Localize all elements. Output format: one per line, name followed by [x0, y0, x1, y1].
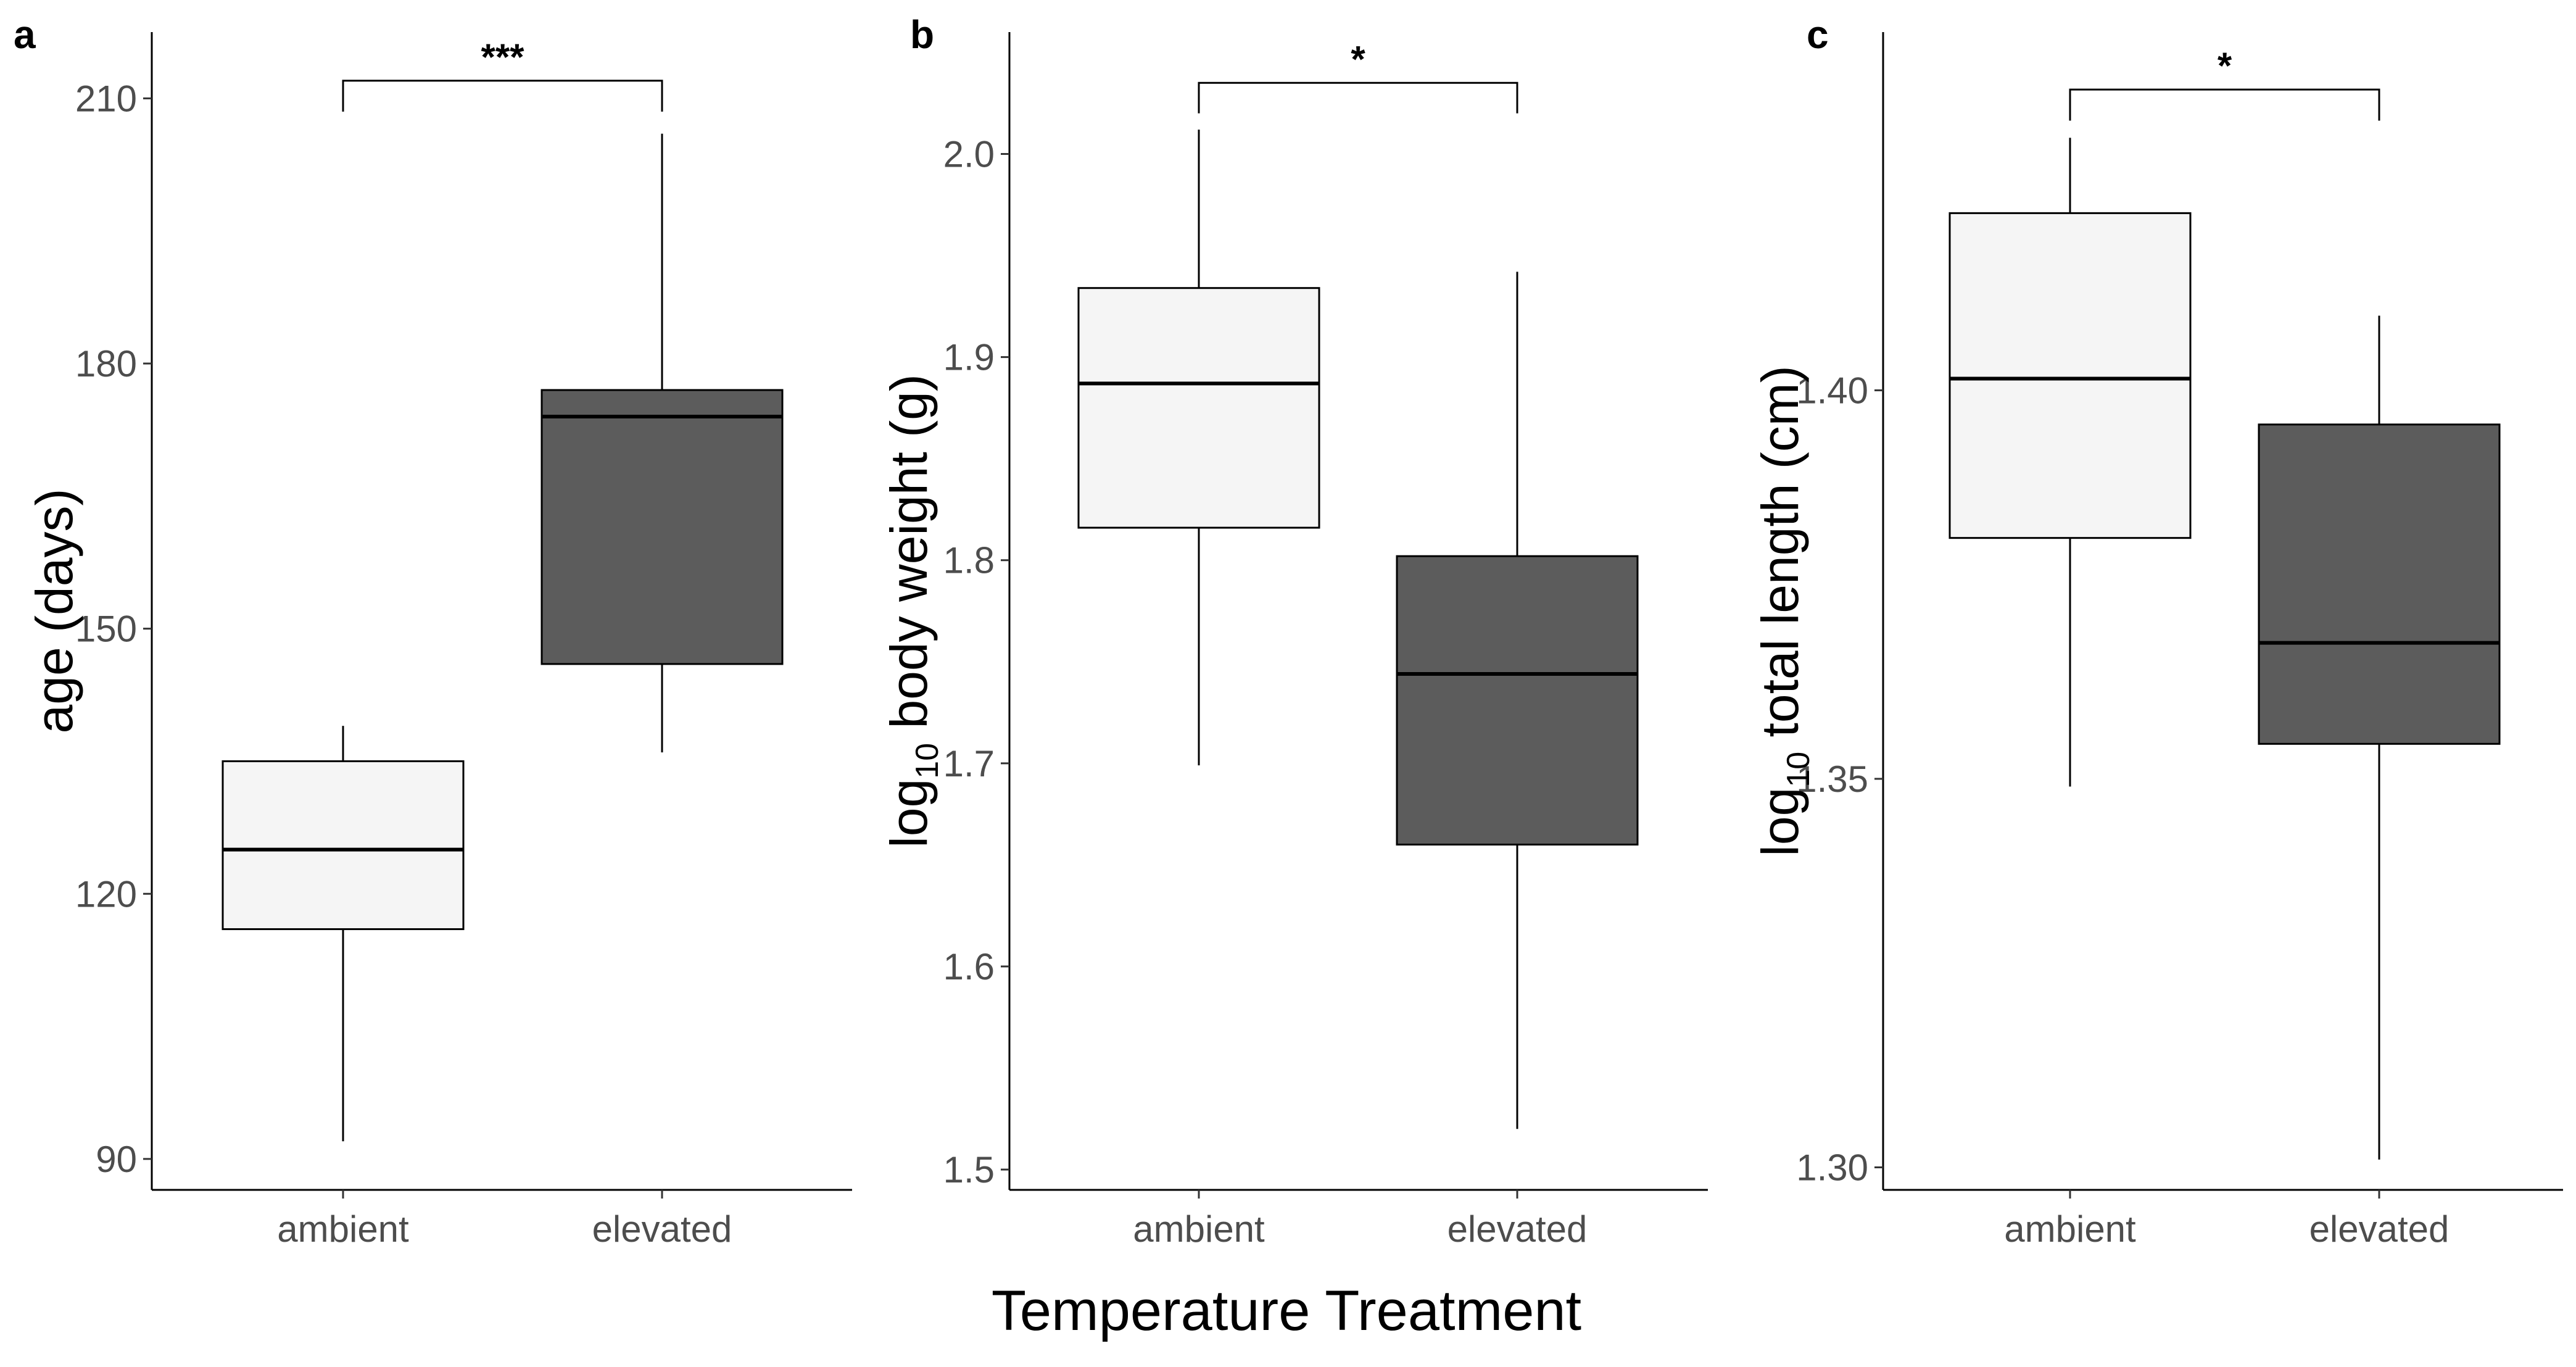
significance-label: * [2218, 45, 2232, 86]
y-tick-label: 1.8 [943, 540, 995, 581]
box-ambient [222, 726, 465, 1142]
panel-letter: c [1807, 12, 1829, 57]
iqr-box [222, 760, 465, 931]
significance-bracket [342, 80, 663, 112]
y-tick-label: 180 [75, 343, 137, 384]
iqr-box [1077, 287, 1320, 529]
significance-bracket [1198, 81, 1518, 114]
significance-label: * [1351, 38, 1365, 80]
y-axis-label-part: total length (cm) [1751, 365, 1809, 752]
y-tick-label: 2.0 [943, 133, 995, 175]
box-elevated [2258, 315, 2501, 1160]
panel-b: b 1.5 1.6 1.7 1.8 1.9 2.0 log10 body weight (g)… [880, 12, 1708, 1250]
iqr-box [2258, 423, 2501, 745]
box-ambient [1077, 129, 1320, 766]
iqr-box [1396, 555, 1639, 846]
x-tick-label: elevated [2309, 1208, 2450, 1250]
significance-label: *** [481, 36, 524, 78]
y-tick-label: 1.30 [1796, 1147, 1868, 1188]
significance-bracket [2069, 88, 2380, 121]
iqr-box [1949, 212, 2192, 539]
x-tick-label: ambient [1133, 1208, 1265, 1250]
y-tick-label: 210 [75, 78, 137, 119]
box-elevated [540, 133, 784, 753]
x-tick-label: ambient [2004, 1208, 2136, 1250]
y-axis-label-part: log [1751, 787, 1809, 857]
y-axis-label-part: body weight (g) [880, 374, 938, 743]
y-tick-label: 150 [75, 609, 137, 650]
y-tick-label: 1.6 [943, 946, 995, 987]
y-axis-label-part: log [880, 779, 938, 848]
y-axis-label-part: 10 [1781, 752, 1816, 787]
y-axis-label: log10 total length (cm) [1751, 365, 1816, 857]
panel-a: a 90 120 150 180 210 age (days) ambient elevated… [14, 12, 852, 1250]
y-tick-label: 90 [96, 1139, 137, 1180]
x-axis-title: Temperature Treatment [992, 1279, 1581, 1342]
y-tick-label: 120 [75, 873, 137, 915]
y-tick-label: 1.35 [1796, 758, 1868, 800]
y-axis-label: age (days) [25, 489, 83, 734]
panel-letter: b [910, 12, 934, 57]
y-axis-label: log10 body weight (g) [880, 374, 945, 848]
box-elevated [1396, 272, 1639, 1129]
panel-letter: a [14, 12, 36, 57]
box-ambient [1949, 138, 2192, 787]
iqr-box [540, 389, 784, 665]
y-tick-label: 1.5 [943, 1149, 995, 1190]
y-tick-label: 1.9 [943, 337, 995, 378]
x-tick-label: elevated [592, 1208, 732, 1250]
x-tick-label: ambient [277, 1208, 409, 1250]
x-tick-label: elevated [1447, 1208, 1588, 1250]
y-tick-label: 1.7 [943, 743, 995, 784]
y-axis-label-part: 10 [909, 743, 945, 779]
y-tick-label: 1.40 [1796, 370, 1868, 411]
